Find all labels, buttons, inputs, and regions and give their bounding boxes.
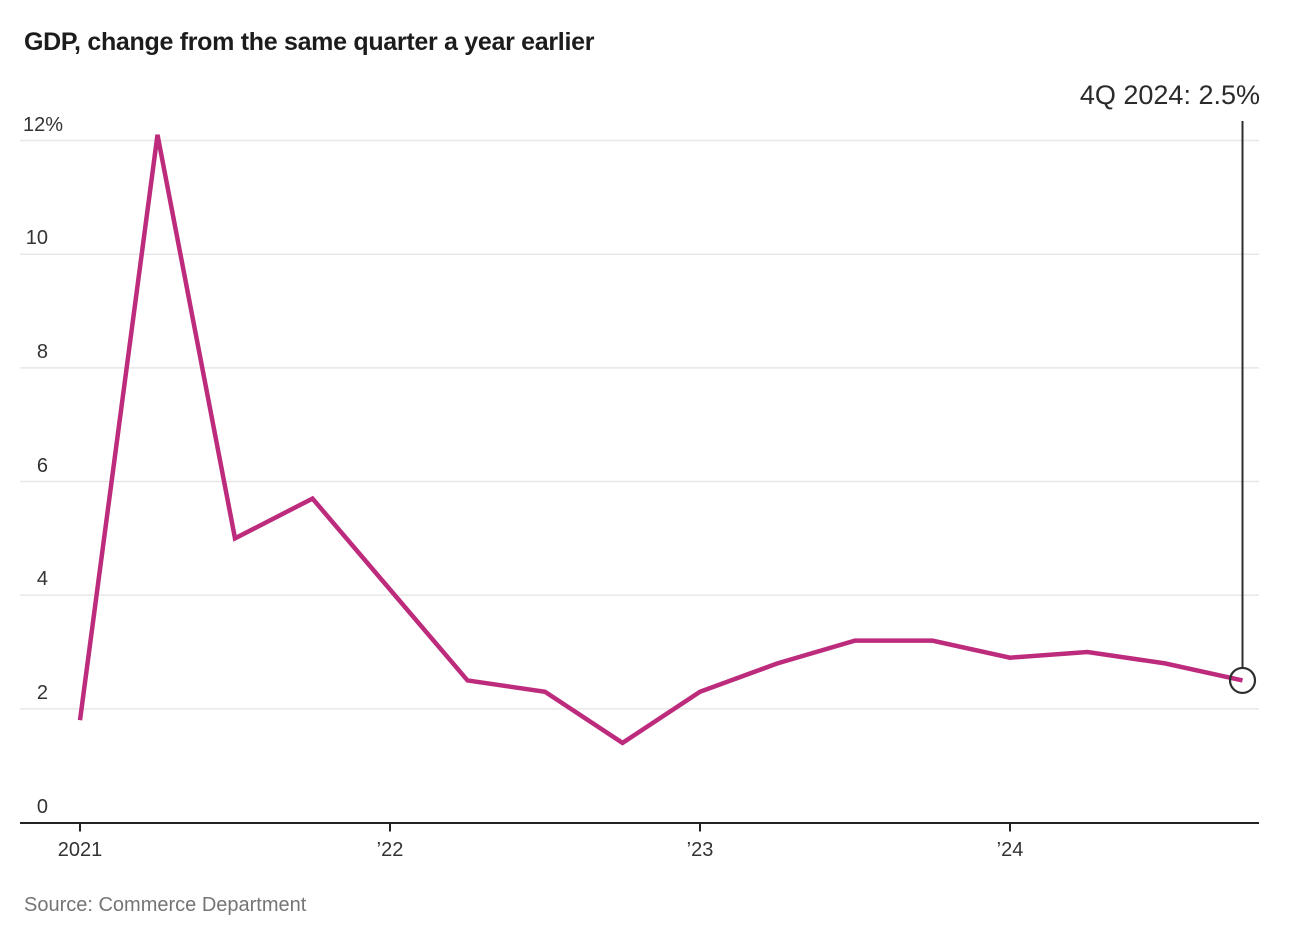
y-axis-tick-label: 8: [36, 340, 48, 363]
y-axis-tick-label: 0: [36, 795, 48, 818]
source-note: Source: Commerce Department: [24, 894, 307, 916]
x-axis-tick-label: ’24: [996, 839, 1024, 861]
x-axis-tick-label: ’23: [686, 839, 714, 861]
annotation-label: 4Q 2024: 2.5%: [1079, 80, 1260, 110]
gdp-line-series: [77, 134, 1243, 746]
chart-title: GDP, change from the same quarter a year…: [24, 28, 595, 56]
x-axis-tick-label: 2021: [57, 839, 103, 861]
x-axis-tick-label: ’22: [376, 839, 404, 861]
y-axis-tick-label: 10: [25, 227, 48, 250]
annotation-point-circle: [1228, 666, 1257, 695]
y-axis-tick-label: 4: [36, 568, 48, 591]
y-axis-tick-label: 6: [36, 454, 48, 477]
y-axis-tick-label: 2: [36, 681, 48, 704]
y-axis-tick-label: 12%: [22, 113, 63, 136]
